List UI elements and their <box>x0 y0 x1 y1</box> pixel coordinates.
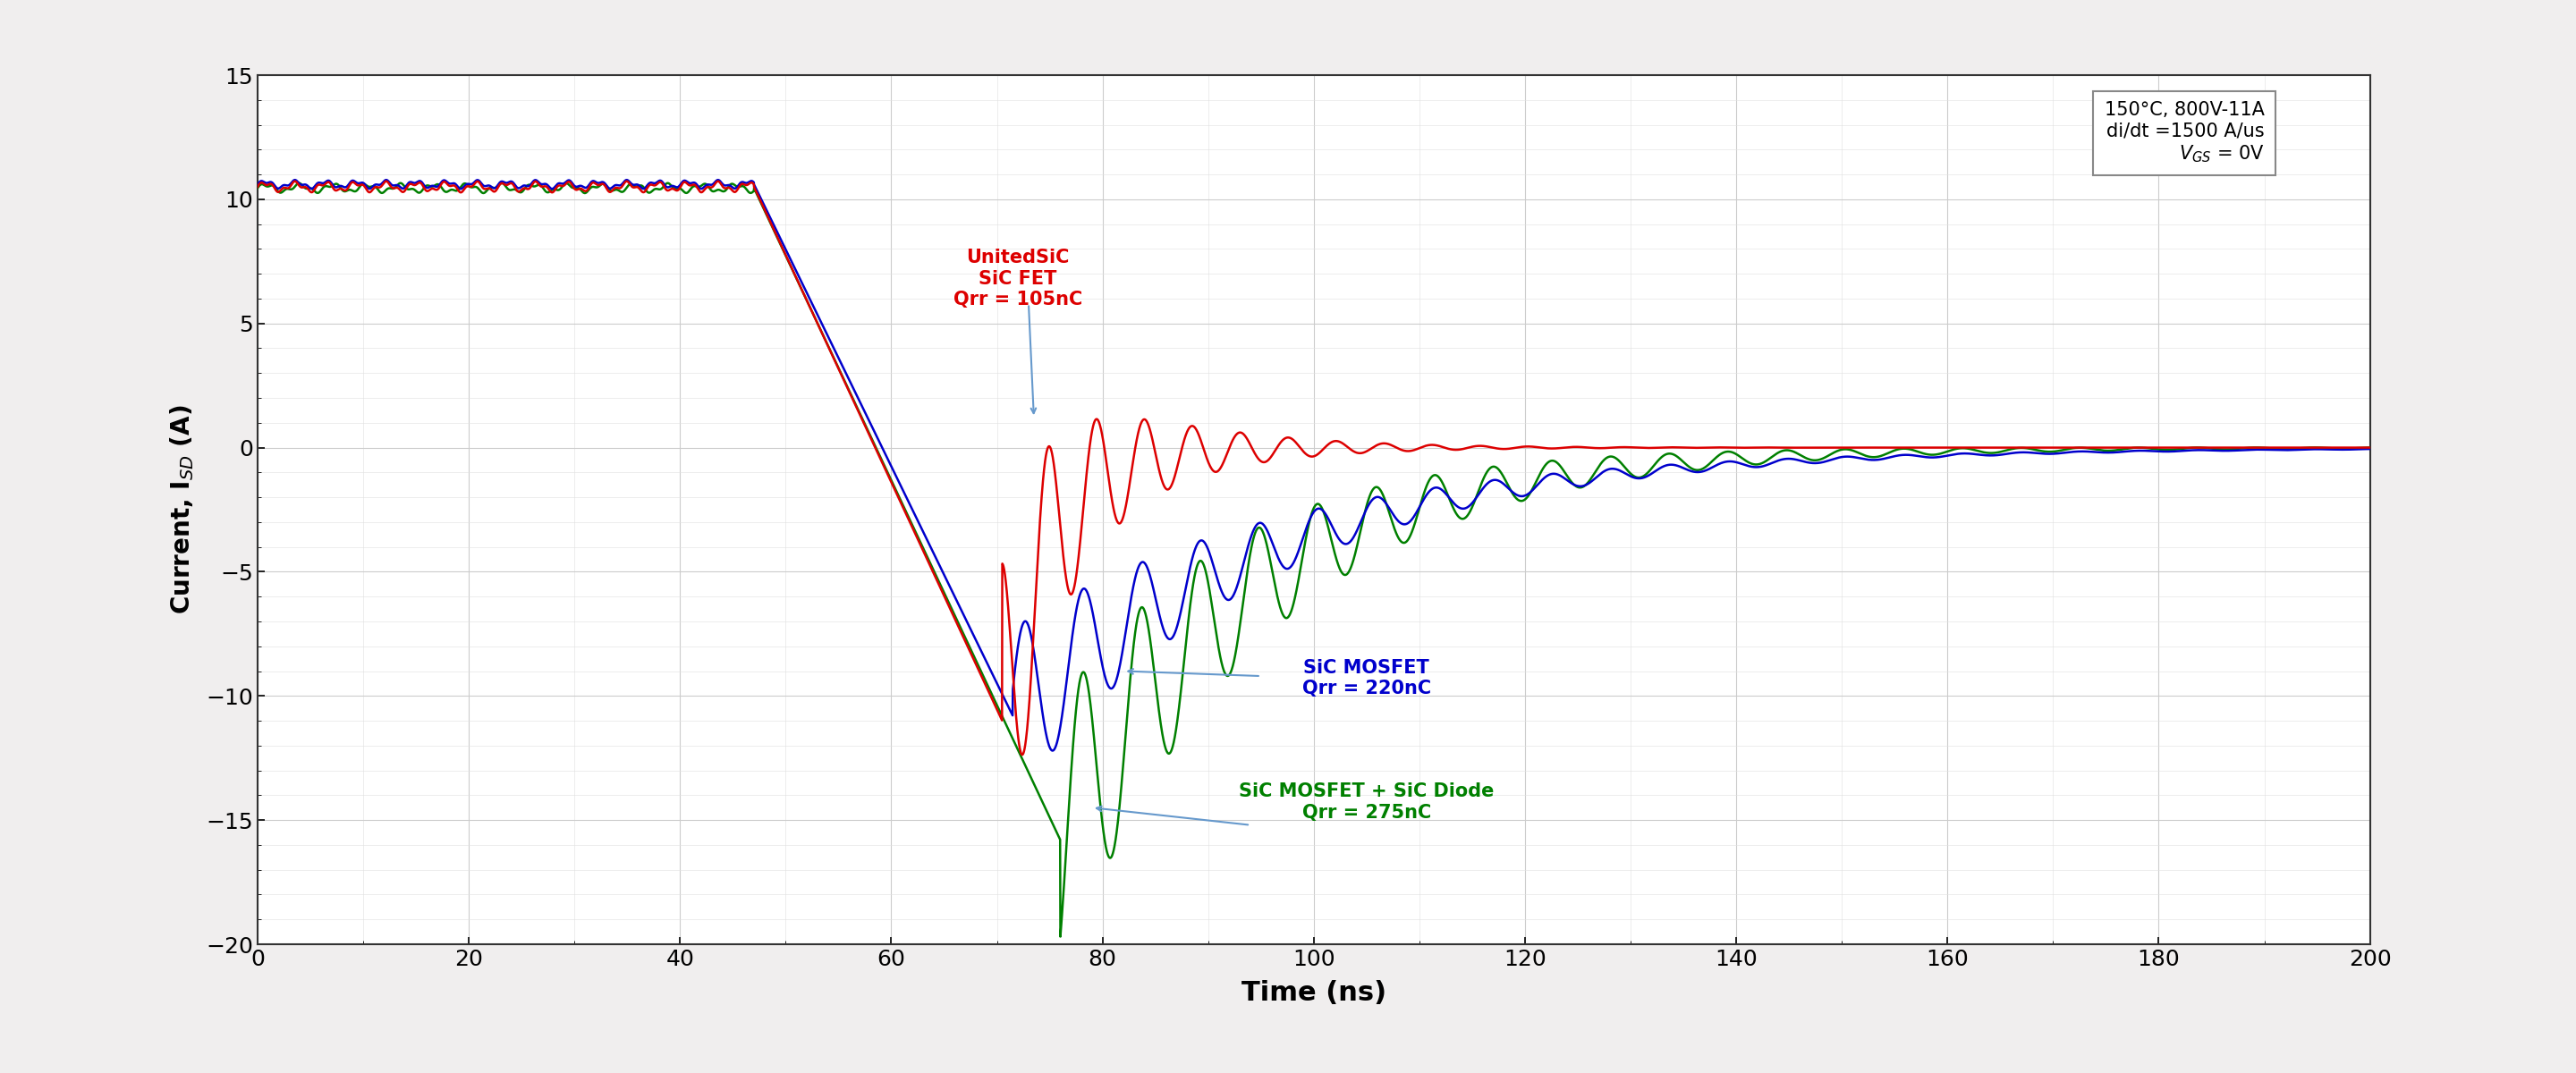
Text: SiC MOSFET
Qrr = 220nC: SiC MOSFET Qrr = 220nC <box>1301 659 1432 697</box>
Text: SiC MOSFET + SiC Diode
Qrr = 275nC: SiC MOSFET + SiC Diode Qrr = 275nC <box>1239 783 1494 822</box>
X-axis label: Time (ns): Time (ns) <box>1242 980 1386 1005</box>
Text: UnitedSiC
SiC FET
Qrr = 105nC: UnitedSiC SiC FET Qrr = 105nC <box>953 249 1082 308</box>
Text: 150°C, 800V-11A
di/dt =1500 A/us
$V_{GS}$ = 0V: 150°C, 800V-11A di/dt =1500 A/us $V_{GS}… <box>2105 101 2264 164</box>
Y-axis label: Current, I$_{SD}$ (A): Current, I$_{SD}$ (A) <box>167 405 196 615</box>
